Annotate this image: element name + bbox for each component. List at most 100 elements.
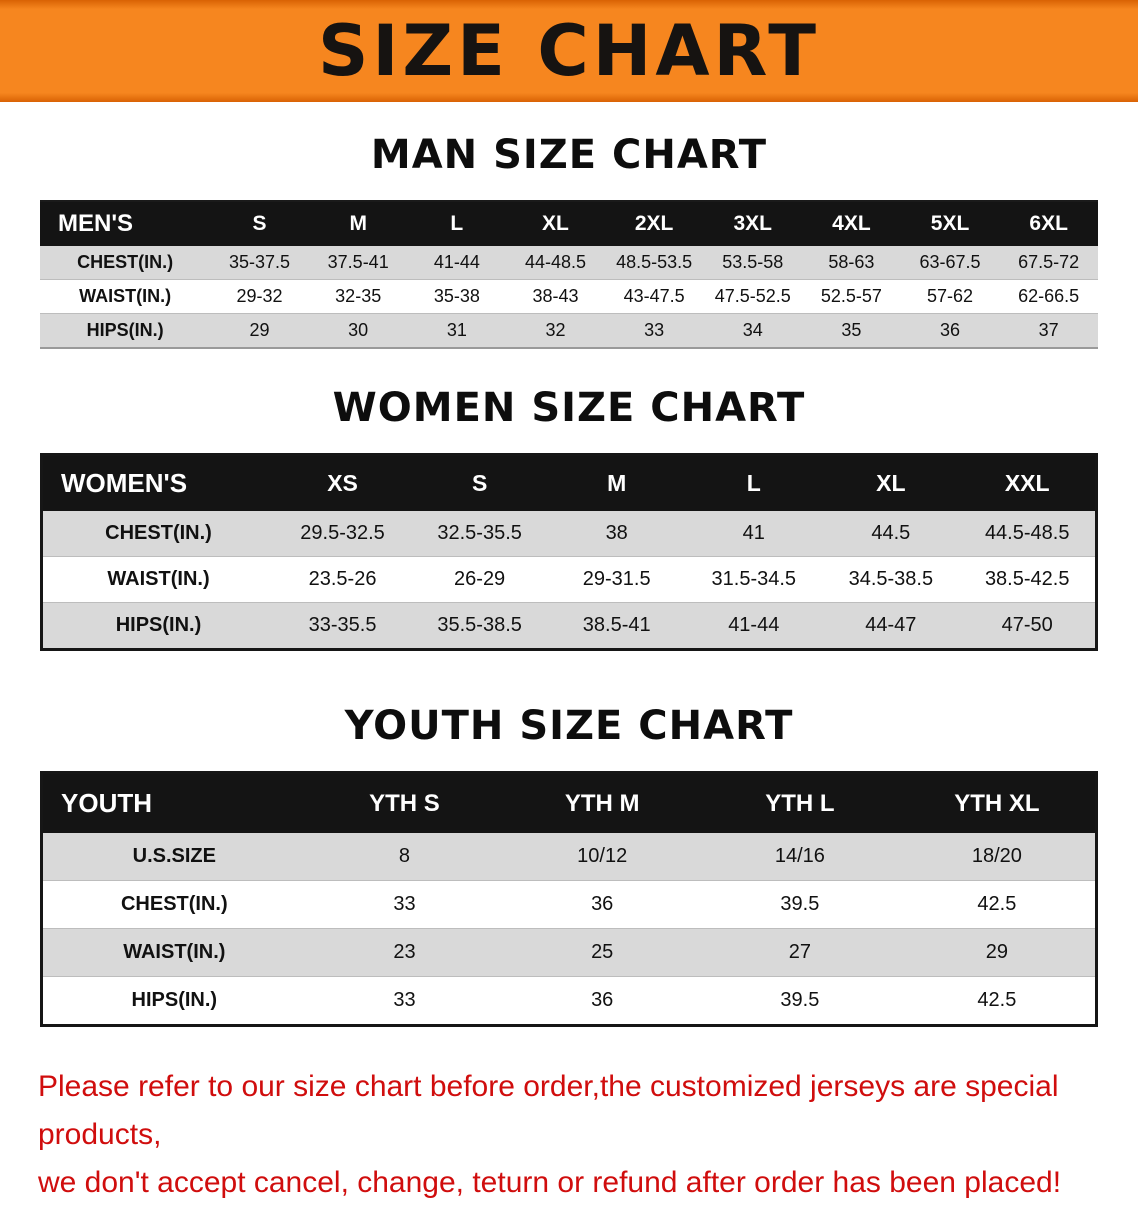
size-header-cell: S xyxy=(210,201,309,246)
value-cell: 67.5-72 xyxy=(1018,252,1080,272)
table-row: CHEST(IN.) 33 36 39.5 42.5 xyxy=(41,880,1097,929)
value-cell: 8 xyxy=(398,845,411,867)
row-label-cell: HIPS(IN.) xyxy=(131,989,218,1011)
value-cell: 29-32 xyxy=(236,286,283,306)
value-cell: 34 xyxy=(742,320,763,340)
row-label-cell: HIPS(IN.) xyxy=(86,320,164,340)
table-row: HIPS(IN.) 29 30 31 32 33 34 35 36 37 xyxy=(40,313,1098,348)
value-cell: 29 xyxy=(985,941,1008,963)
row-label-cell: WAIST(IN.) xyxy=(107,568,210,590)
value-cell: 63-67.5 xyxy=(919,252,981,272)
value-cell: 33-35.5 xyxy=(308,614,377,636)
value-cell: 39.5 xyxy=(780,893,820,915)
men-size-table: MEN'S S M L XL 2XL 3XL 4XL 5XL 6XL CHEST(IN.) 35-37… xyxy=(40,200,1098,349)
value-cell: 39.5 xyxy=(780,989,820,1011)
men-size-chart-section: MAN SIZE CHART MEN'S S M L XL 2XL 3XL 4XL 5XL 6XL… xyxy=(0,132,1138,349)
value-cell: 29 xyxy=(249,320,270,340)
banner: SIZE CHART xyxy=(0,0,1138,102)
men-section-heading: MAN SIZE CHART xyxy=(370,132,768,178)
value-cell: 52.5-57 xyxy=(820,286,882,306)
value-cell: 37 xyxy=(1038,320,1059,340)
women-size-chart-section: WOMEN SIZE CHART WOMEN'S XS S M L XL XXL CHEST(… xyxy=(0,385,1138,651)
value-cell: 38 xyxy=(605,522,628,544)
value-cell: 47.5-52.5 xyxy=(714,286,791,306)
table-row: CHEST(IN.) 35-37.5 37.5-41 41-44 44-48.5 48.5… xyxy=(40,246,1098,280)
value-cell: 35-37.5 xyxy=(229,252,291,272)
value-cell: 36 xyxy=(940,320,961,340)
value-cell: 33 xyxy=(393,893,416,915)
size-header-cell: XS xyxy=(274,454,412,511)
row-label-cell: U.S.SIZE xyxy=(132,845,216,867)
header-row: MEN'S S M L XL 2XL 3XL 4XL 5XL 6XL xyxy=(40,201,1098,246)
value-cell: 32.5-35.5 xyxy=(437,522,522,544)
header-row: WOMEN'S XS S M L XL XXL xyxy=(41,454,1097,511)
value-cell: 41-44 xyxy=(728,614,780,636)
value-cell: 14/16 xyxy=(774,845,825,867)
value-cell: 62-66.5 xyxy=(1018,286,1080,306)
table-row: CHEST(IN.) 29.5-32.5 32.5-35.5 38 41 44.5 44.5… xyxy=(41,511,1097,557)
value-cell: 44.5 xyxy=(871,522,911,544)
size-header-cell: L xyxy=(685,454,823,511)
value-cell: 31.5-34.5 xyxy=(711,568,797,590)
table-row: WAIST(IN.) 23.5-26 26-29 29-31.5 31.5-34.5 34… xyxy=(41,556,1097,603)
value-cell: 48.5-53.5 xyxy=(616,252,693,272)
disclaimer: Please refer to our size chart before or… xyxy=(38,1063,1102,1207)
value-cell: 32-35 xyxy=(335,286,382,306)
youth-section-heading: YOUTH SIZE CHART xyxy=(344,703,794,749)
value-cell: 27 xyxy=(788,941,812,963)
size-header-cell: M xyxy=(308,201,408,246)
disclaimer-line-1: Please refer to our size chart before or… xyxy=(38,1070,1059,1151)
page-title: SIZE CHART xyxy=(317,10,821,92)
table-title-cell: YOUTH xyxy=(41,772,306,833)
disclaimer-line-2: we don't accept cancel, change, teturn o… xyxy=(38,1166,1062,1199)
size-header-cell: 2XL xyxy=(604,201,704,246)
row-label-cell: WAIST(IN.) xyxy=(79,286,172,306)
value-cell: 42.5 xyxy=(977,989,1017,1011)
size-header-cell: S xyxy=(411,454,549,511)
value-cell: 26-29 xyxy=(454,568,506,590)
table-row: WAIST(IN.) 23 25 27 29 xyxy=(41,928,1097,977)
value-cell: 25 xyxy=(591,941,614,963)
value-cell: 42.5 xyxy=(977,893,1017,915)
size-header-cell: 5XL xyxy=(900,201,1000,246)
value-cell: 44-48.5 xyxy=(524,252,586,272)
table-row: HIPS(IN.) 33 36 39.5 42.5 xyxy=(41,976,1097,1026)
size-header-cell: 6XL xyxy=(999,201,1098,246)
value-cell: 57-62 xyxy=(927,286,974,306)
youth-size-table: YOUTH YTH S YTH M YTH L YTH XL U.S.SIZE 8 10/12… xyxy=(40,771,1098,1027)
value-cell: 37.5-41 xyxy=(327,252,389,272)
value-cell: 36 xyxy=(591,989,614,1011)
size-header-cell: 3XL xyxy=(703,201,803,246)
size-header-cell: YTH S xyxy=(305,772,504,833)
value-cell: 38.5-42.5 xyxy=(984,568,1070,590)
youth-size-chart-section: YOUTH SIZE CHART YOUTH YTH S YTH M YTH L YTH… xyxy=(0,703,1138,1027)
value-cell: 38.5-41 xyxy=(582,614,651,636)
row-label-cell: HIPS(IN.) xyxy=(115,614,202,636)
value-cell: 35.5-38.5 xyxy=(437,614,522,636)
value-cell: 34.5-38.5 xyxy=(848,568,934,590)
value-cell: 47-50 xyxy=(1001,614,1053,636)
row-label-cell: WAIST(IN.) xyxy=(123,941,226,963)
women-size-table: WOMEN'S XS S M L XL XXL CHEST(IN.) 29.5-32.5 32.5… xyxy=(40,453,1098,651)
value-cell: 35-38 xyxy=(433,286,480,306)
table-row: U.S.SIZE 8 10/12 14/16 18/20 xyxy=(41,833,1097,881)
size-header-cell: 4XL xyxy=(802,201,901,246)
value-cell: 10/12 xyxy=(577,845,628,867)
value-cell: 30 xyxy=(348,320,369,340)
size-header-cell: YTH M xyxy=(503,772,702,833)
value-cell: 53.5-58 xyxy=(722,252,784,272)
row-label-cell: CHEST(IN.) xyxy=(77,252,174,272)
table-title-cell: MEN'S xyxy=(40,201,211,246)
women-section-heading: WOMEN SIZE CHART xyxy=(332,385,806,431)
value-cell: 23 xyxy=(393,941,416,963)
value-cell: 41-44 xyxy=(433,252,480,272)
size-header-cell: YTH L xyxy=(701,772,899,833)
value-cell: 58-63 xyxy=(828,252,875,272)
size-header-cell: M xyxy=(548,454,686,511)
size-header-cell: XL xyxy=(506,201,605,246)
header-row: YOUTH YTH S YTH M YTH L YTH XL xyxy=(41,772,1097,833)
value-cell: 32 xyxy=(545,320,566,340)
value-cell: 36 xyxy=(591,893,614,915)
value-cell: 23.5-26 xyxy=(308,568,377,590)
value-cell: 29-31.5 xyxy=(582,568,651,590)
